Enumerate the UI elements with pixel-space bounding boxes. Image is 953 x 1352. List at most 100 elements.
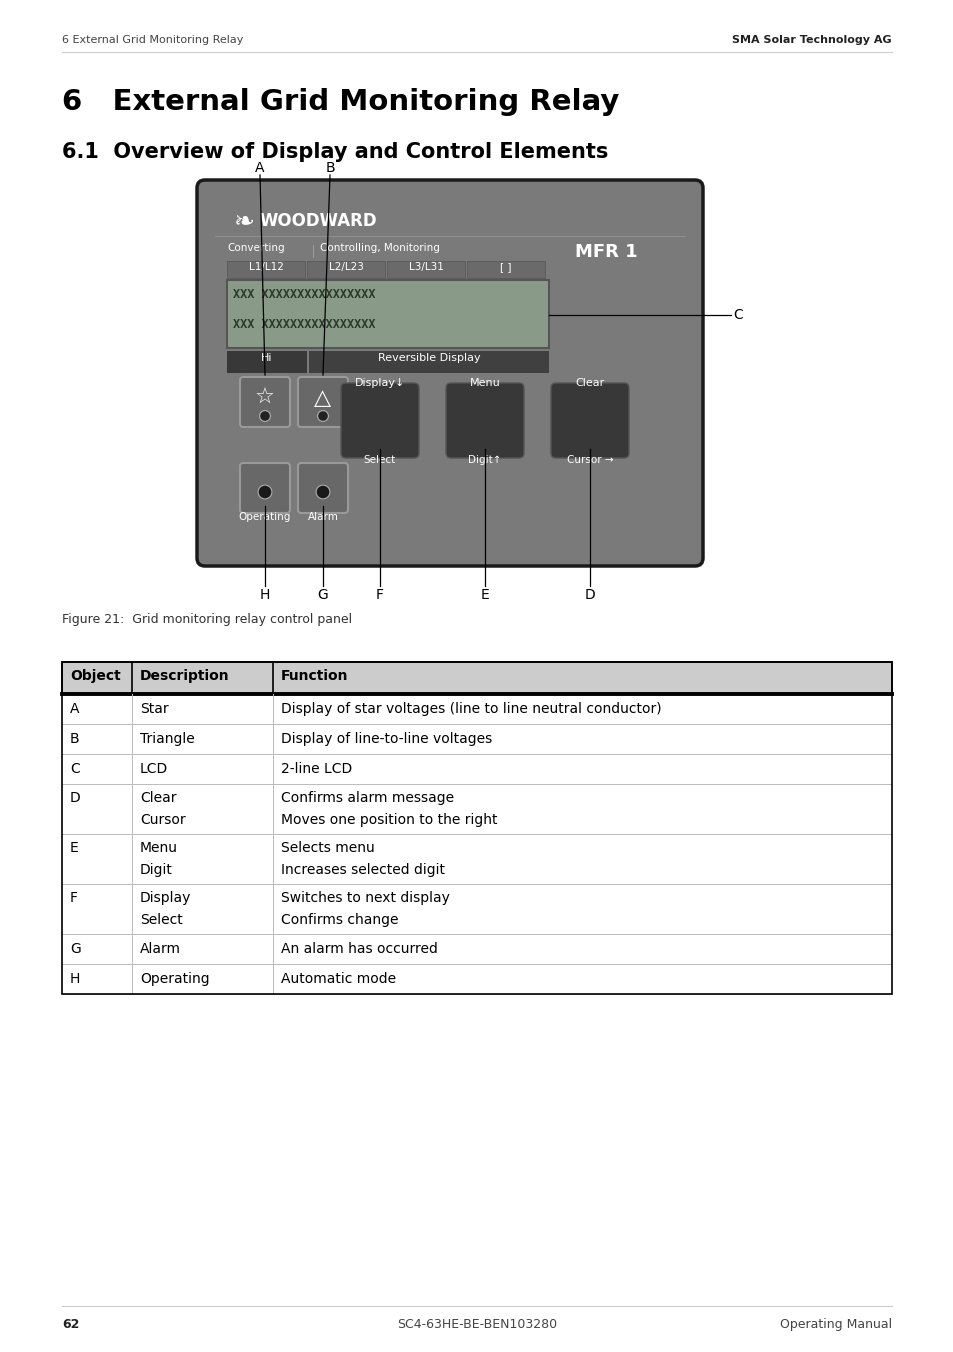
Text: Controlling, Monitoring: Controlling, Monitoring — [319, 243, 439, 253]
Text: L2/L23: L2/L23 — [328, 262, 363, 272]
Text: C: C — [732, 308, 742, 322]
Bar — [62, 834, 891, 884]
Text: F: F — [375, 588, 384, 602]
Circle shape — [315, 485, 330, 499]
Text: Description: Description — [140, 669, 230, 683]
Text: Display of line-to-line voltages: Display of line-to-line voltages — [281, 731, 492, 746]
Bar — [387, 261, 464, 279]
Text: Display↓: Display↓ — [355, 379, 405, 388]
Text: Switches to next display: Switches to next display — [281, 891, 450, 904]
Text: Display: Display — [140, 891, 192, 904]
FancyBboxPatch shape — [340, 383, 418, 458]
FancyBboxPatch shape — [446, 383, 523, 458]
Text: Cursor →: Cursor → — [566, 456, 613, 465]
Text: Function: Function — [281, 669, 348, 683]
Text: Display of star voltages (line to line neutral conductor): Display of star voltages (line to line n… — [281, 702, 661, 717]
Bar — [62, 662, 891, 694]
Text: Converting: Converting — [227, 243, 284, 253]
Text: L3/L31: L3/L31 — [408, 262, 443, 272]
Circle shape — [257, 485, 272, 499]
Circle shape — [317, 411, 328, 422]
Text: H: H — [70, 972, 80, 986]
FancyBboxPatch shape — [297, 462, 348, 512]
Text: Selects menu: Selects menu — [281, 841, 375, 854]
Circle shape — [259, 411, 271, 422]
Text: Increases selected digit: Increases selected digit — [281, 863, 444, 877]
FancyBboxPatch shape — [240, 462, 290, 512]
Text: XXX XXXXXXXXXXXXXXXX: XXX XXXXXXXXXXXXXXXX — [233, 318, 375, 331]
Text: Moves one position to the right: Moves one position to the right — [281, 813, 497, 827]
Text: 6   External Grid Monitoring Relay: 6 External Grid Monitoring Relay — [62, 88, 618, 116]
Text: ☆: ☆ — [254, 388, 274, 408]
Text: 6 External Grid Monitoring Relay: 6 External Grid Monitoring Relay — [62, 35, 243, 45]
Text: Digit↑: Digit↑ — [468, 456, 501, 465]
Bar — [62, 694, 891, 725]
Bar — [62, 964, 891, 994]
Text: 2-line LCD: 2-line LCD — [281, 763, 352, 776]
Text: B: B — [70, 731, 79, 746]
Text: G: G — [317, 588, 328, 602]
Bar — [62, 884, 891, 934]
Text: Object: Object — [70, 669, 121, 683]
Text: SC4-63HE-BE-BEN103280: SC4-63HE-BE-BEN103280 — [396, 1318, 557, 1330]
Text: △: △ — [314, 388, 332, 408]
FancyBboxPatch shape — [240, 377, 290, 427]
Text: Triangle: Triangle — [140, 731, 194, 746]
Bar — [62, 754, 891, 784]
Text: A: A — [255, 161, 265, 174]
Text: An alarm has occurred: An alarm has occurred — [281, 942, 437, 956]
Text: Hi: Hi — [261, 353, 273, 362]
Text: Operating: Operating — [238, 512, 291, 522]
Text: Confirms alarm message: Confirms alarm message — [281, 791, 454, 804]
Text: [ ]: [ ] — [499, 262, 511, 272]
Text: Alarm: Alarm — [307, 512, 338, 522]
Text: 62: 62 — [62, 1318, 79, 1330]
Bar — [309, 352, 548, 373]
Text: E: E — [480, 588, 489, 602]
Bar — [62, 934, 891, 964]
Text: Alarm: Alarm — [140, 942, 181, 956]
Bar — [307, 261, 385, 279]
Text: ❧: ❧ — [233, 210, 253, 234]
Text: B: B — [325, 161, 335, 174]
Text: H: H — [259, 588, 270, 602]
Text: Select: Select — [363, 456, 395, 465]
Text: Cursor: Cursor — [140, 813, 186, 827]
Text: Operating: Operating — [140, 972, 210, 986]
Text: Menu: Menu — [140, 841, 178, 854]
Text: XXX XXXXXXXXXXXXXXXX: XXX XXXXXXXXXXXXXXXX — [233, 288, 375, 301]
Text: L1/L12: L1/L12 — [249, 262, 283, 272]
Text: E: E — [70, 841, 79, 854]
Text: Select: Select — [140, 913, 183, 927]
Bar — [62, 784, 891, 834]
FancyBboxPatch shape — [297, 377, 348, 427]
Bar — [227, 352, 307, 373]
Bar — [227, 261, 305, 279]
Bar — [62, 725, 891, 754]
Text: MFR 1: MFR 1 — [575, 243, 637, 261]
Text: D: D — [70, 791, 81, 804]
Text: Clear: Clear — [575, 379, 604, 388]
Text: 6.1  Overview of Display and Control Elements: 6.1 Overview of Display and Control Elem… — [62, 142, 608, 162]
Text: Digit: Digit — [140, 863, 172, 877]
Text: LCD: LCD — [140, 763, 168, 776]
Bar — [227, 280, 548, 347]
Text: Operating Manual: Operating Manual — [779, 1318, 891, 1330]
FancyBboxPatch shape — [196, 180, 702, 566]
Text: Confirms change: Confirms change — [281, 913, 398, 927]
Text: Menu: Menu — [469, 379, 500, 388]
Bar — [467, 261, 544, 279]
Text: WOODWARD: WOODWARD — [260, 212, 377, 230]
Text: Reversible Display: Reversible Display — [377, 353, 479, 362]
Text: G: G — [70, 942, 81, 956]
FancyBboxPatch shape — [551, 383, 628, 458]
Text: SMA Solar Technology AG: SMA Solar Technology AG — [732, 35, 891, 45]
Text: Automatic mode: Automatic mode — [281, 972, 395, 986]
Text: F: F — [70, 891, 78, 904]
Text: Clear: Clear — [140, 791, 176, 804]
Text: Figure 21:  Grid monitoring relay control panel: Figure 21: Grid monitoring relay control… — [62, 612, 352, 626]
Text: C: C — [70, 763, 80, 776]
Bar — [62, 662, 891, 994]
Text: A: A — [70, 702, 79, 717]
Text: D: D — [584, 588, 595, 602]
